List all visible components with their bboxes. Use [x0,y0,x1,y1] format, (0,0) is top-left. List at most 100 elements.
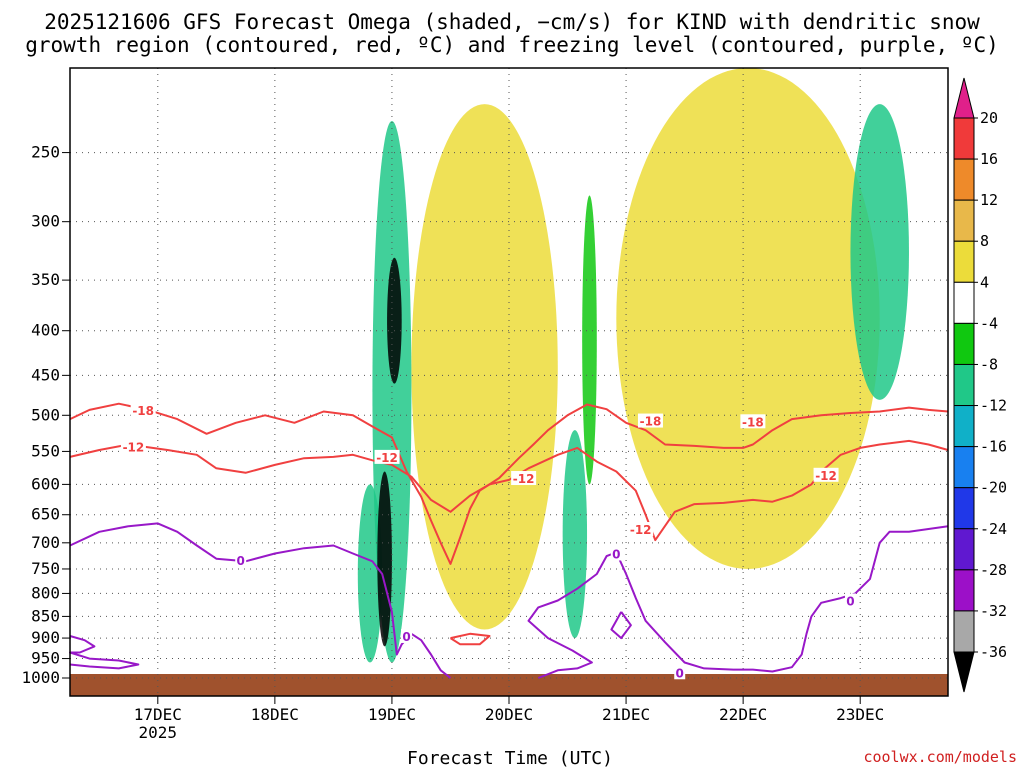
contour-line [69,635,140,670]
colorbar-swatch [953,240,975,283]
terrain-fill [70,674,948,696]
colorbar-label: -28 [980,561,1007,579]
colorbar-swatch [953,199,975,242]
colorbar-label: -8 [980,355,998,373]
contour-line [527,525,949,679]
contour-label: -12 [123,441,145,455]
omega-shaded-region [562,430,588,639]
colorbar-label: -24 [980,520,1007,538]
credit-text: coolwx.com/models [863,748,1017,766]
x-axis-label: Forecast Time (UTC) [407,748,613,768]
colorbar-label: -4 [980,314,998,332]
chart-title-line-1: 2025121606 GFS Forecast Omega (shaded, −… [44,10,980,34]
contour-label-bg [374,449,400,464]
colorbar-label: 20 [980,109,998,127]
contour-label: 0 [676,666,684,680]
omega-shaded-region [387,257,402,384]
contour-label: -12 [376,451,398,465]
grid-lines [70,68,948,696]
contour-label-bg [813,467,839,482]
y-tick-label: 550 [31,441,60,460]
x-tick-label: 20DEC [485,705,533,724]
contour-label-bg [120,439,146,454]
colorbar-label: -20 [980,479,1007,497]
y-tick-label: 850 [31,606,60,625]
y-tick-label: 350 [31,270,60,289]
terrain-surface [70,674,948,696]
colorbar-swatch [953,281,975,324]
contour-label: 0 [612,547,620,561]
colorbar-label: -16 [980,438,1007,456]
contour-line [610,611,632,640]
contour-label: 0 [237,554,245,568]
colorbar-label: 12 [980,191,998,209]
colorbar-top-triangle [953,77,975,119]
colorbar-bottom-triangle [953,651,975,693]
contour-label: -18 [742,415,764,429]
contour-line [69,402,949,565]
colorbar-swatch [953,158,975,201]
contour-label-bg [740,414,766,429]
contour-label-bg [674,665,686,680]
y-tick-label: 650 [31,505,60,524]
contour-label: -12 [630,523,652,537]
colorbar-swatch [953,446,975,489]
colorbar-swatch [953,117,975,160]
y-tick-label: 250 [31,143,60,162]
y-tick-label: 400 [31,321,60,340]
y-tick-label: 300 [31,212,60,231]
omega-shaded-region [377,471,392,647]
colorbar-label: -32 [980,602,1007,620]
plot-area: -18 -18 -18 -12 -12 -12 -12 -12 0 0 0 0 0 [69,67,949,697]
contour-label-bg [628,522,654,537]
contour-line [449,632,491,646]
colorbar-swatch [953,487,975,530]
y-tick-label: 700 [31,533,60,552]
contour-label: -18 [132,404,154,418]
x-tick-sublabel: 2025 [139,723,178,742]
y-tick-label: 950 [31,649,60,668]
omega-shaded-region [411,104,558,630]
x-tick-label: 17DEC [134,705,182,724]
y-axis: 250 300 350 400 450 500 550 600 650 700 750 800 850 9… [21,143,70,687]
contour-line [69,522,452,679]
contour-label-bg [511,471,537,486]
y-tick-label: 1000 [21,668,60,687]
omega-shaded-region [850,104,909,400]
contour-label-bg [610,546,622,561]
colorbar-swatch [953,405,975,448]
contour-label: -18 [640,415,662,429]
contour-label-bg [844,593,856,608]
colorbar-label: -12 [980,397,1007,415]
contour-label-bg [401,628,413,643]
chart-title-line-2: growth region (contoured, red, ºC) and f… [25,33,999,57]
colorbar-swatch [953,528,975,571]
y-tick-label: 600 [31,474,60,493]
y-tick-label: 750 [31,559,60,578]
colorbar-swatch [953,363,975,407]
contour-label-bg [637,413,663,428]
x-tick-label: 22DEC [719,705,767,724]
x-tick-label: 19DEC [368,705,416,724]
x-tick-label: 21DEC [602,705,650,724]
contour-label-bg [235,552,247,567]
colorbar-label: 4 [980,273,989,291]
colorbar-label: 8 [980,232,989,250]
x-tick-label: 23DEC [836,705,884,724]
y-tick-label: 800 [31,583,60,602]
contour-label-bg [130,402,156,417]
colorbar-label: -36 [980,643,1007,661]
colorbar: 20 16 12 8 4 -4 -8 -12 -16 -20 -24 -28 -32 -36 [953,77,1007,693]
omega-shaded-region [616,67,880,569]
y-tick-label: 900 [31,628,60,647]
y-tick-label: 500 [31,405,60,424]
contour-labels: -18 -18 -18 -12 -12 -12 -12 -12 0 0 0 0 0 [120,402,856,680]
colorbar-swatch [953,322,975,365]
colorbar-label: 16 [980,150,998,168]
colorbar-swatch [953,610,975,653]
contour-label: -12 [815,469,837,483]
contour-label: 0 [402,630,410,644]
y-tick-label: 450 [31,365,60,384]
